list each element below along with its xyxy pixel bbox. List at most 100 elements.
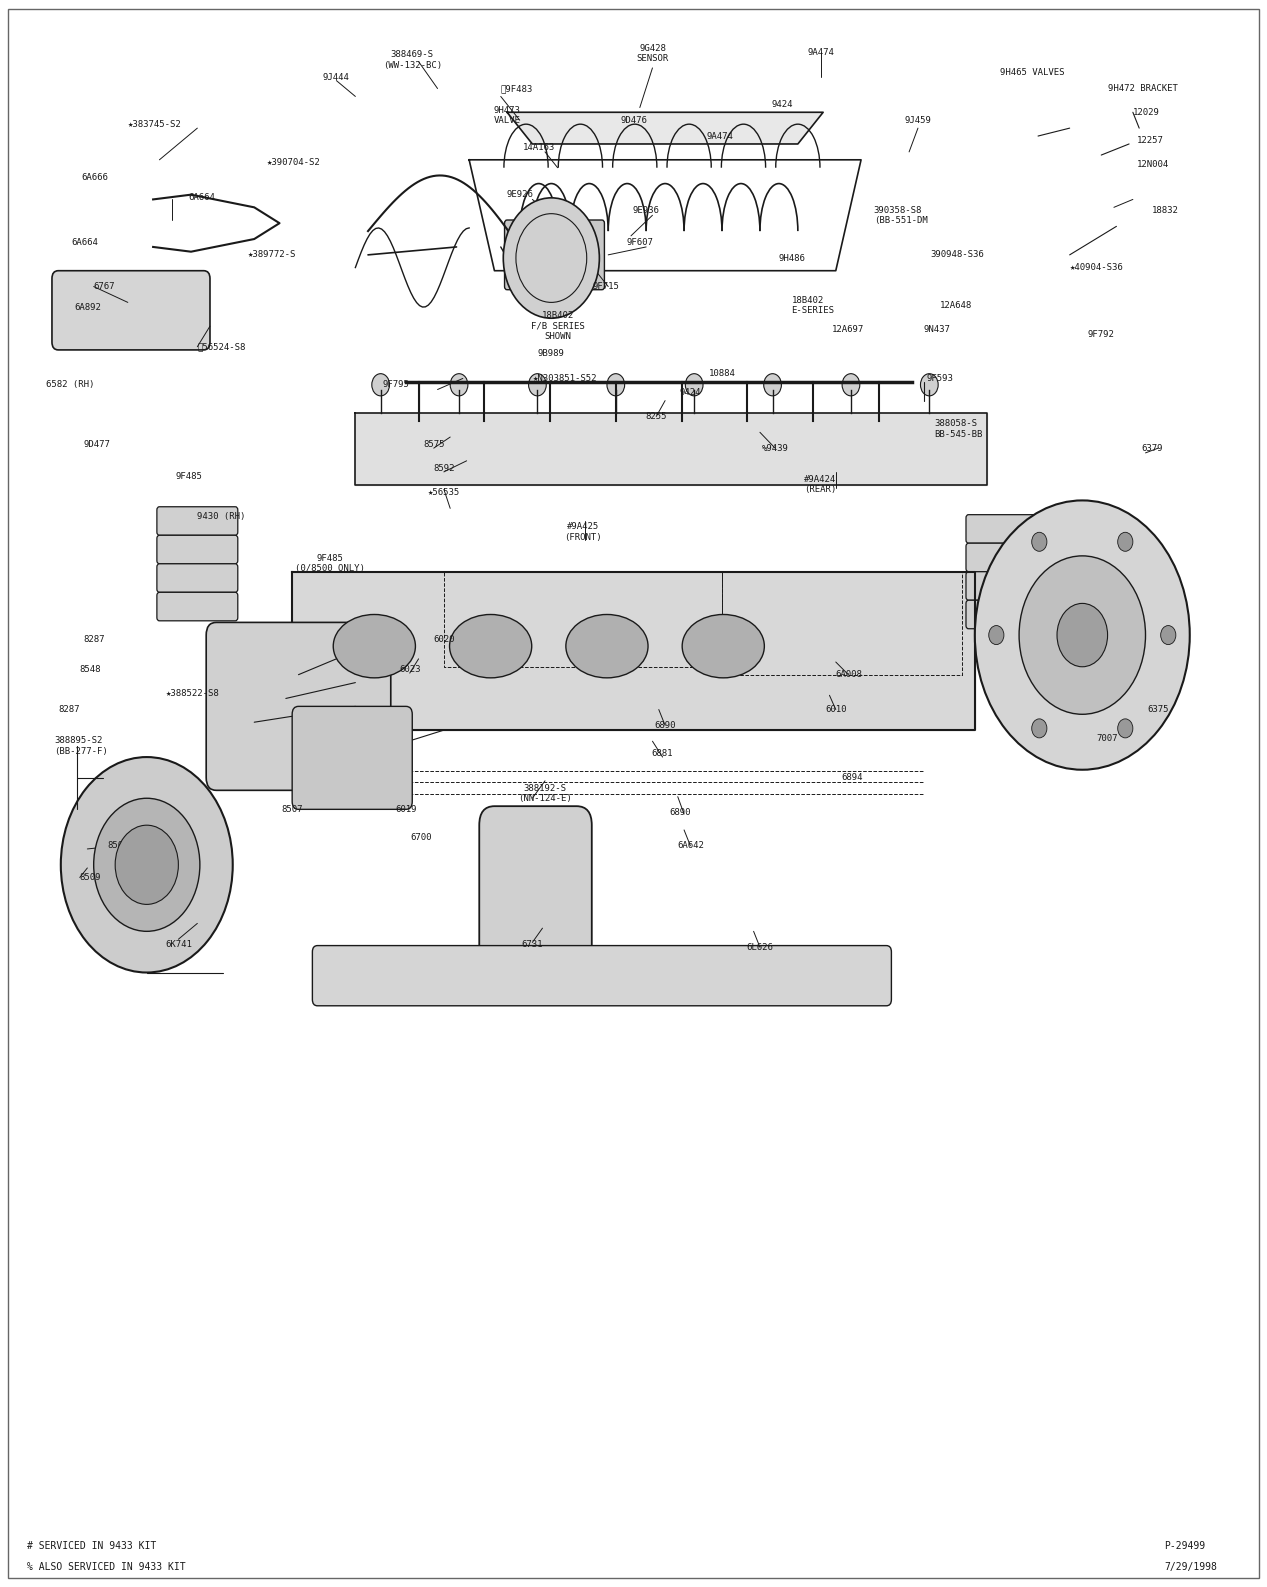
Circle shape [1161,625,1176,644]
Text: 9J459: 9J459 [905,116,931,125]
Text: 8592: 8592 [433,465,455,473]
Text: 14A163: 14A163 [522,143,555,152]
Text: 6019: 6019 [395,805,417,814]
Text: 9F792: 9F792 [1088,330,1115,338]
Circle shape [843,373,860,395]
Circle shape [921,373,938,395]
Text: 388058-S
BB-545-BB: 388058-S BB-545-BB [934,419,983,440]
Text: 10884: 10884 [708,370,735,378]
Text: 9F485: 9F485 [176,473,203,481]
FancyBboxPatch shape [965,600,1047,628]
Text: ★390704-S2: ★390704-S2 [267,159,321,168]
Circle shape [1019,555,1145,714]
Text: 18B402
F/B SERIES
SHOWN: 18B402 F/B SERIES SHOWN [531,311,584,341]
FancyBboxPatch shape [157,563,238,592]
Text: 6731: 6731 [522,940,544,949]
Text: 6881: 6881 [651,749,673,759]
Text: 18832: 18832 [1152,206,1178,214]
Circle shape [737,413,758,438]
Text: 9430 (RH): 9430 (RH) [198,511,246,521]
FancyBboxPatch shape [157,506,238,535]
Text: 9F715: 9F715 [592,282,620,290]
Text: 6020: 6020 [433,635,455,644]
Text: 390948-S36: 390948-S36 [930,251,984,259]
FancyBboxPatch shape [157,535,238,563]
FancyBboxPatch shape [479,806,592,995]
Text: ★389772-S: ★389772-S [248,251,296,259]
Text: 6A892: 6A892 [75,303,101,311]
Ellipse shape [450,614,532,678]
Text: 9E936: 9E936 [632,206,660,214]
Text: 6582 (RH): 6582 (RH) [46,381,94,389]
Text: 8575: 8575 [423,441,445,449]
Ellipse shape [333,614,416,678]
Text: 9D476: 9D476 [620,116,647,125]
Text: 6023: 6023 [399,665,421,674]
Text: 9H472 BRACKET: 9H472 BRACKET [1107,84,1177,94]
Text: 6L626: 6L626 [746,943,773,952]
Text: 6890: 6890 [669,808,691,817]
Text: 8255: 8255 [645,413,666,421]
Text: 9H486: 9H486 [778,254,805,262]
Text: 12257: 12257 [1136,136,1163,146]
Polygon shape [293,571,974,730]
Text: ★388522-S8: ★388522-S8 [166,689,219,698]
Circle shape [371,373,389,395]
Circle shape [685,373,703,395]
Text: 6A664: 6A664 [189,194,215,202]
Text: 恖56524-S8: 恖56524-S8 [198,343,246,351]
Circle shape [1117,532,1133,551]
FancyBboxPatch shape [157,592,238,621]
Text: 6767: 6767 [94,282,115,290]
Text: #9A425
(FRONT): #9A425 (FRONT) [564,522,602,541]
Text: ★56535: ★56535 [428,487,460,497]
Text: 6010: 6010 [825,705,846,714]
Text: 390358-S8
(BB-551-DM: 390358-S8 (BB-551-DM [874,206,927,225]
Circle shape [61,757,233,973]
Circle shape [607,373,625,395]
FancyBboxPatch shape [965,514,1047,543]
Text: 8548: 8548 [80,665,101,674]
Text: 8287: 8287 [84,635,105,644]
FancyBboxPatch shape [504,221,604,290]
Text: 6A666: 6A666 [81,173,108,183]
FancyBboxPatch shape [313,946,892,1006]
Text: 9J444: 9J444 [323,73,350,83]
Text: P-29499: P-29499 [1164,1541,1206,1550]
Circle shape [764,373,782,395]
Text: 9A474: 9A474 [706,132,732,141]
FancyBboxPatch shape [52,271,210,349]
Circle shape [503,198,599,319]
Text: 8501: 8501 [106,841,128,851]
Text: 9D477: 9D477 [84,441,110,449]
Text: 9F485
(0/8500 ONLY): 9F485 (0/8500 ONLY) [295,554,365,573]
Circle shape [803,413,824,438]
Text: 6700: 6700 [411,833,432,843]
Text: # SERVICED IN 9433 KIT: # SERVICED IN 9433 KIT [27,1541,156,1550]
Circle shape [974,500,1190,770]
Text: 12N004: 12N004 [1136,160,1169,170]
Text: 9N437: 9N437 [924,325,950,333]
Text: 6379: 6379 [1142,444,1163,452]
Text: ★N303851-S52: ★N303851-S52 [532,375,597,382]
Text: ★40904-S36: ★40904-S36 [1069,263,1124,271]
Text: #9A424
(REAR): #9A424 (REAR) [805,475,836,494]
Text: 9F795: 9F795 [383,381,409,389]
Text: 9F593: 9F593 [926,375,953,382]
Text: 9424: 9424 [772,100,793,110]
Circle shape [408,413,428,438]
FancyBboxPatch shape [965,571,1047,600]
Circle shape [528,373,546,395]
Text: % ALSO SERVICED IN 9433 KIT: % ALSO SERVICED IN 9433 KIT [27,1562,185,1571]
Text: 12A648: 12A648 [940,302,972,309]
Text: 9E926: 9E926 [507,190,533,198]
Text: 8509: 8509 [80,873,101,882]
Text: 9A474: 9A474 [807,48,834,57]
Circle shape [1031,719,1047,738]
Circle shape [474,413,494,438]
Text: 18B402
E-SERIES: 18B402 E-SERIES [792,295,835,316]
Ellipse shape [566,614,647,678]
Text: 6894: 6894 [841,773,863,782]
FancyBboxPatch shape [207,622,390,790]
Text: 9G428
SENSOR: 9G428 SENSOR [636,44,669,63]
